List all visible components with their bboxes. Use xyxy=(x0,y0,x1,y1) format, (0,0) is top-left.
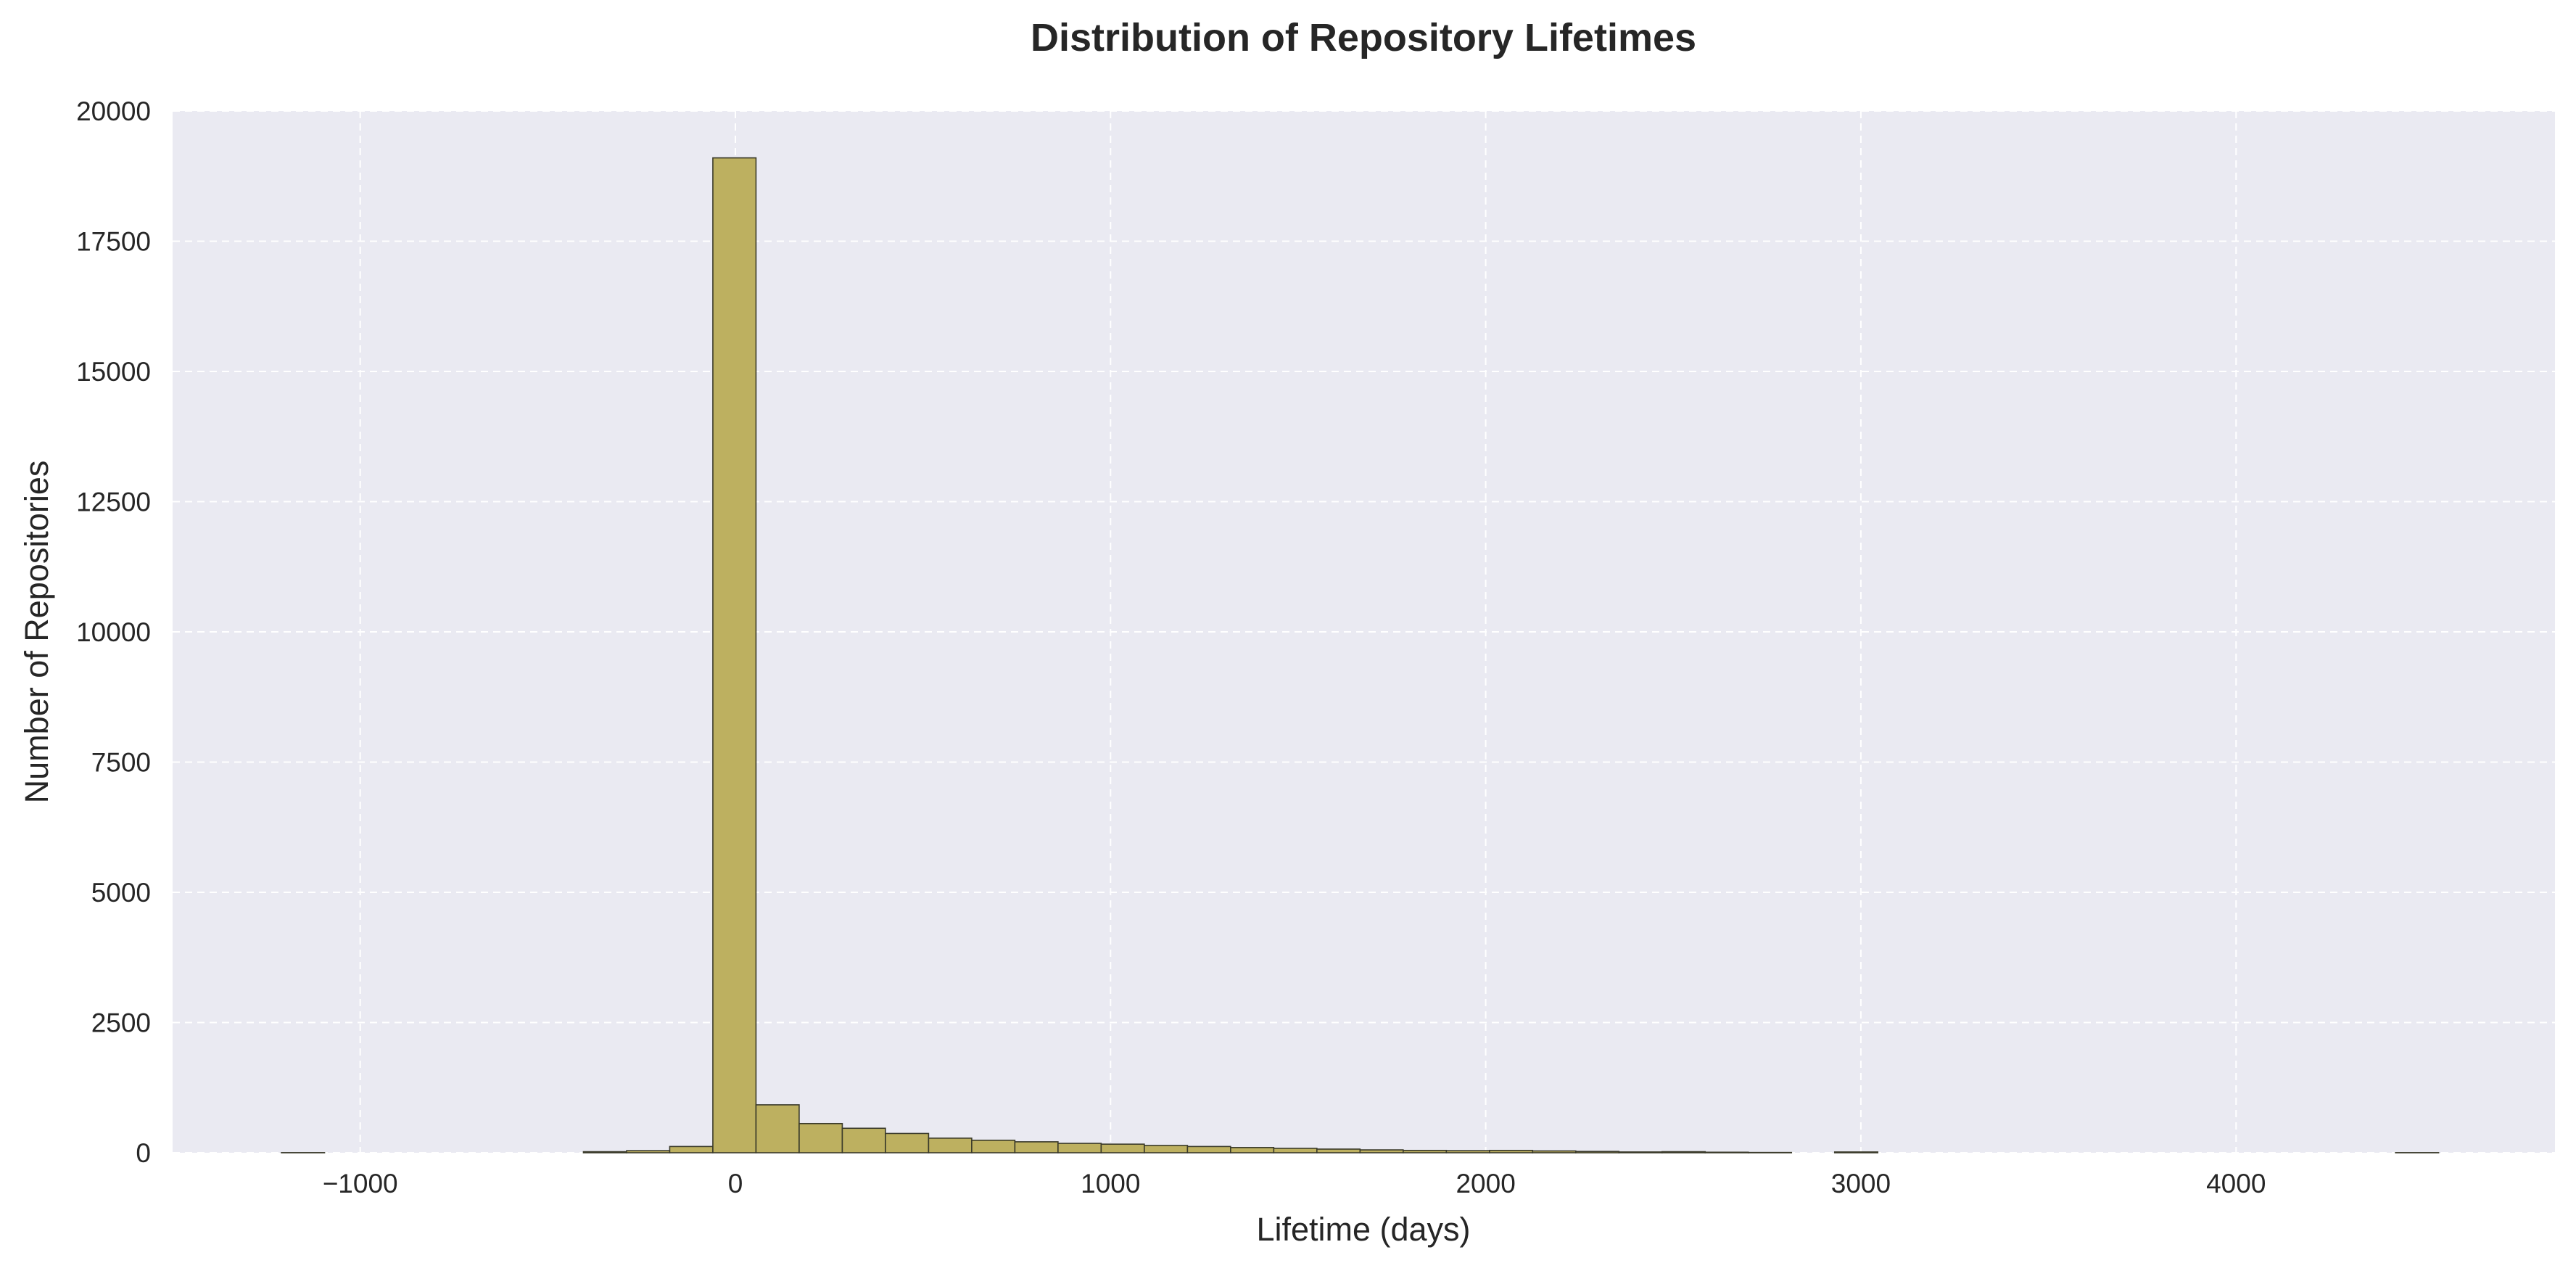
y-tick-label: 2500 xyxy=(91,1008,151,1038)
histogram-bar xyxy=(1057,1143,1102,1153)
histogram-bar xyxy=(1833,1151,1879,1153)
histogram-bar xyxy=(1704,1151,1749,1153)
histogram-bar xyxy=(669,1145,714,1153)
y-tick-label: 7500 xyxy=(91,748,151,778)
histogram-bar xyxy=(1403,1149,1448,1153)
y-tick-label: 0 xyxy=(136,1138,151,1168)
x-tick-label: 2000 xyxy=(1456,1169,1515,1198)
y-tick-labels: 0 2500 5000 7500 10000 12500 15000 17500 20000 xyxy=(76,96,151,1168)
x-tick-label: 0 xyxy=(728,1169,743,1198)
histogram-bar xyxy=(1014,1141,1059,1153)
y-tick-label: 10000 xyxy=(76,617,151,647)
grid-lines xyxy=(173,110,2555,1153)
histogram-bar xyxy=(971,1139,1016,1153)
histogram-bar xyxy=(798,1122,843,1153)
x-tick-label: −1000 xyxy=(323,1169,398,1198)
histogram-bar xyxy=(1100,1143,1145,1153)
y-tick-label: 5000 xyxy=(91,878,151,908)
histogram-bar xyxy=(1574,1151,1620,1153)
y-tick-label: 20000 xyxy=(76,96,151,126)
histogram-bar xyxy=(1359,1149,1404,1153)
histogram-bar xyxy=(755,1104,800,1153)
histogram-bar xyxy=(626,1150,671,1153)
y-tick-label: 12500 xyxy=(76,488,151,517)
histogram-bar xyxy=(1618,1151,1663,1153)
x-tick-label: 3000 xyxy=(1831,1169,1891,1198)
histogram-bar xyxy=(1445,1150,1490,1153)
y-tick-label: 17500 xyxy=(76,227,151,257)
histogram-bar xyxy=(582,1151,627,1153)
histogram-bar xyxy=(712,157,757,1153)
chart-title: Distribution of Repository Lifetimes xyxy=(1031,16,1696,59)
y-axis-label: Number of Repositories xyxy=(18,461,55,804)
histogram-bar xyxy=(1186,1145,1231,1153)
histogram-bar xyxy=(1489,1149,1534,1153)
histogram-bar xyxy=(1532,1150,1577,1153)
histogram-bar xyxy=(841,1127,886,1153)
x-tick-label: 4000 xyxy=(2206,1169,2266,1198)
histogram-bar xyxy=(1273,1148,1318,1153)
histogram-bars xyxy=(281,157,2440,1153)
histogram-bar xyxy=(1316,1148,1361,1153)
x-tick-labels: −1000 0 1000 2000 3000 4000 xyxy=(323,1169,2266,1198)
y-tick-label: 15000 xyxy=(76,357,151,387)
histogram-bar xyxy=(928,1138,973,1153)
x-tick-label: 1000 xyxy=(1081,1169,1140,1198)
histogram-bar xyxy=(885,1132,930,1153)
histogram-bar xyxy=(1230,1147,1275,1153)
histogram-bar xyxy=(1144,1145,1189,1153)
histogram-bar xyxy=(1661,1151,1706,1153)
x-axis-label: Lifetime (days) xyxy=(1256,1211,1470,1248)
